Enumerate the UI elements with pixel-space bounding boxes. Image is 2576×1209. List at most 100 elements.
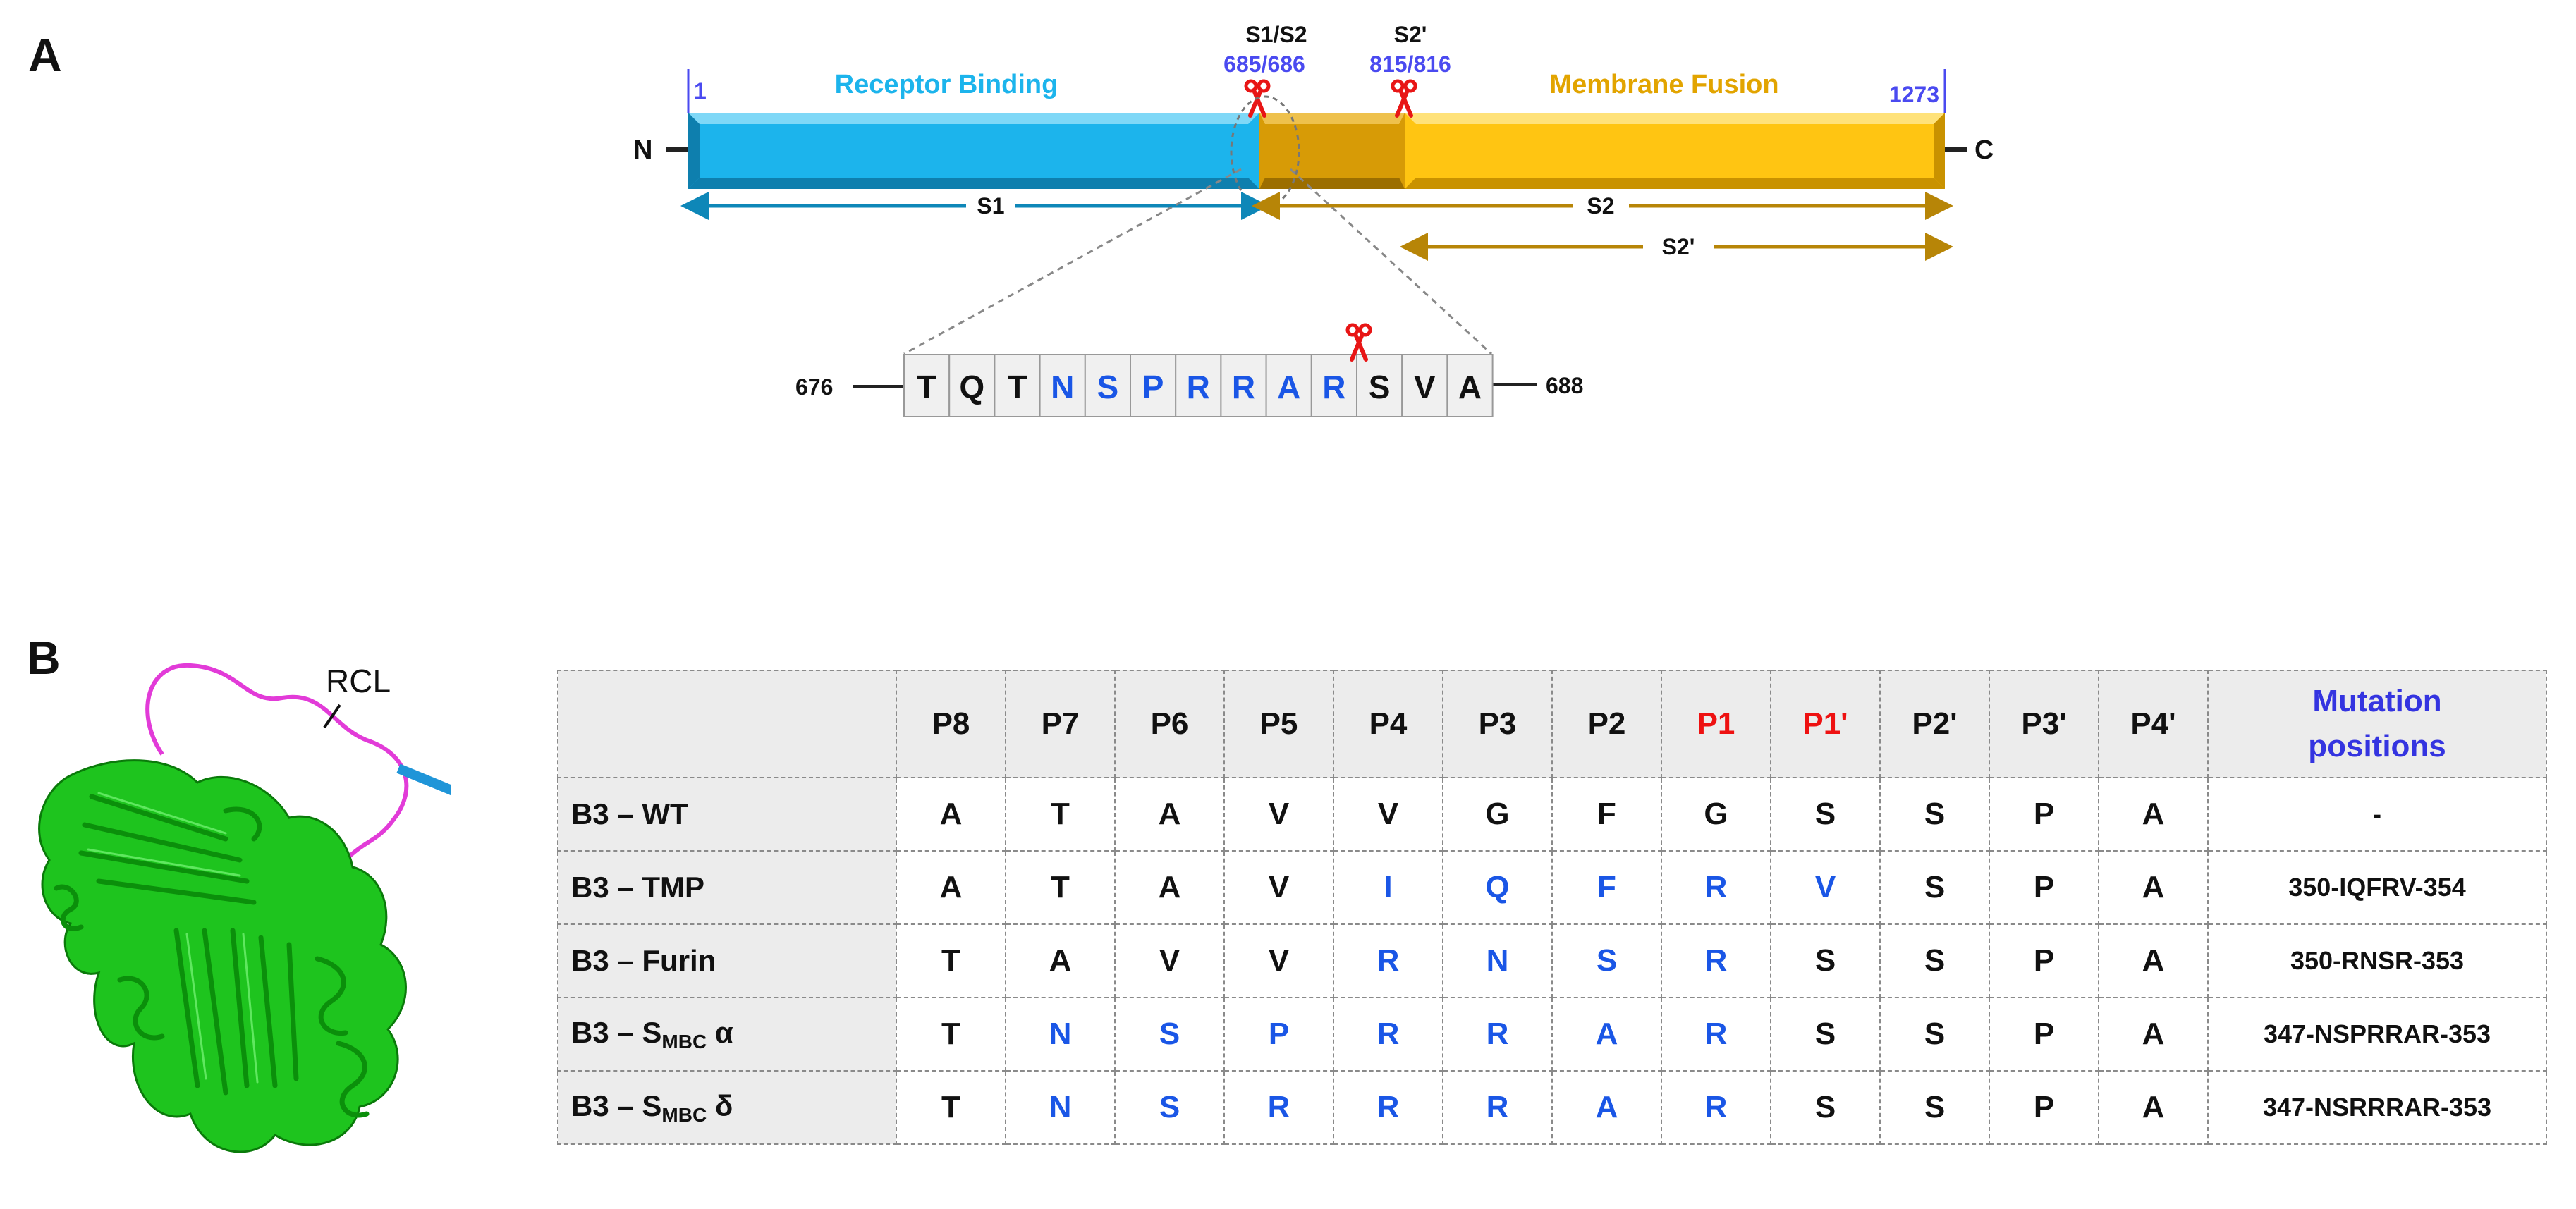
residue-cell: R <box>1442 997 1553 1072</box>
s2p-position: 815/816 <box>1369 51 1451 77</box>
sequence-box <box>994 354 1041 417</box>
mutation-position-cell: 350-IQFRV-354 <box>2207 850 2547 925</box>
row-label: B3 – TMP <box>557 850 897 925</box>
sequence-box <box>903 354 951 417</box>
header-corner <box>557 670 897 778</box>
row-label: B3 – SMBC δ <box>557 1070 897 1145</box>
residue-cell: A <box>2098 777 2209 852</box>
sequence-box <box>1039 354 1086 417</box>
s1s2-position: 685/686 <box>1223 51 1305 77</box>
s2-arrow-label: S2 <box>1587 193 1614 219</box>
s2p-scissors-icon <box>1393 81 1415 116</box>
row-label-suffix: δ <box>707 1088 733 1122</box>
residue-cell: S <box>1551 923 1662 998</box>
mutation-position-cell: - <box>2207 777 2547 852</box>
header-position: P2 <box>1551 670 1662 778</box>
residue-cell: S <box>1879 777 1990 852</box>
sequence-residue: R <box>1187 369 1210 405</box>
residue-cell: S <box>1879 1070 1990 1145</box>
residue-cell: A <box>1551 997 1662 1072</box>
sequence-residue: R <box>1322 369 1345 405</box>
sequence-residue: S <box>1097 369 1119 405</box>
protein-structure-image: RCL <box>38 663 451 1153</box>
row-label: B3 – WT <box>557 777 897 852</box>
zoom-ellipse <box>1230 95 1300 208</box>
receptor-binding-label: Receptor Binding <box>835 70 1058 99</box>
sequence-residue: A <box>1458 369 1482 405</box>
residue-cell: S <box>1114 1070 1225 1145</box>
row-label-text: B3 – WT <box>571 797 688 830</box>
rcl-loop <box>145 663 409 868</box>
residue-cell: V <box>1223 923 1334 998</box>
sequence-residue: Q <box>959 369 984 405</box>
table-body: B3 – WT A T A V V G F G S S P A - B3 – TMP A T A V I Q F R V S P A… <box>557 777 2547 1145</box>
residue-cell: V <box>1223 777 1334 852</box>
receptor-binding-bevel <box>688 113 1259 124</box>
s2p-label: S2' <box>1394 22 1427 47</box>
sequence-residue: T <box>917 369 936 405</box>
mutation-position-cell: 347-NSRRRAR-353 <box>2207 1070 2547 1145</box>
sequence-residue: P <box>1142 369 1164 405</box>
residue-cell: V <box>1223 850 1334 925</box>
residue-cell: S <box>1879 997 1990 1072</box>
residue-cell: I <box>1333 850 1443 925</box>
residue-cell: R <box>1661 997 1771 1072</box>
residue-cell: R <box>1661 923 1771 998</box>
sequence-residue: V <box>1414 369 1436 405</box>
membrane-fusion-label: Membrane Fusion <box>1549 70 1778 99</box>
residue-cell: R <box>1333 923 1443 998</box>
residue-cell: R <box>1333 1070 1443 1145</box>
residue-cell: S <box>1879 923 1990 998</box>
residue-cell: V <box>1114 923 1225 998</box>
residue-cell: T <box>1005 777 1116 852</box>
header-position: P3 <box>1442 670 1553 778</box>
sequence-residue: A <box>1277 369 1300 405</box>
row-label-subscript: MBC <box>661 1103 707 1126</box>
table-row: B3 – TMP A T A V I Q F R V S P A 350-IQFRV-354 <box>557 850 2547 925</box>
residue-cell: A <box>1114 777 1225 852</box>
row-label-subscript: MBC <box>661 1030 707 1052</box>
panel-a-label: A <box>28 29 62 81</box>
header-position: P1' <box>1770 670 1881 778</box>
header-position: P4' <box>2098 670 2209 778</box>
end-position: 1273 <box>1889 82 1939 107</box>
sequence-residue: R <box>1232 369 1255 405</box>
residue-cell: A <box>2098 997 2209 1072</box>
table-row: B3 – SMBC δ T N S R R R A R S S P A 347-NSRRRAR-353 <box>557 1070 2547 1145</box>
pointer-arrow <box>396 763 451 796</box>
row-label-suffix: α <box>707 1015 733 1049</box>
residue-cell: S <box>1770 923 1881 998</box>
header-mutation-line2: positions <box>2308 729 2446 763</box>
header-position: P5 <box>1223 670 1334 778</box>
residue-cell: V <box>1770 850 1881 925</box>
mutation-position-cell: 350-RNSR-353 <box>2207 923 2547 998</box>
header-position: P4 <box>1333 670 1443 778</box>
residue-cell: S <box>1770 1070 1881 1145</box>
residue-cell: N <box>1442 923 1553 998</box>
sequence-residue: S <box>1369 369 1391 405</box>
residue-cell: V <box>1333 777 1443 852</box>
residue-cell: S <box>1770 997 1881 1072</box>
residue-cell: P <box>1989 777 2099 852</box>
sequence-residue: T <box>1007 369 1027 405</box>
residue-cell: S <box>1114 997 1225 1072</box>
panel-b-label: B <box>27 632 61 684</box>
residue-cell: Q <box>1442 850 1553 925</box>
row-label-text: B3 – S <box>571 1088 662 1122</box>
header-mutation-positions: Mutation positions <box>2207 670 2547 778</box>
s1s2-label: S1/S2 <box>1245 22 1307 47</box>
residue-cell: P <box>1989 997 2099 1072</box>
rcl-label: RCL <box>326 663 391 699</box>
n-terminus-label: N <box>633 135 652 165</box>
residue-cell: A <box>2098 1070 2209 1145</box>
header-position: P7 <box>1005 670 1116 778</box>
mutation-table: P8 P7 P6 P5 P4 P3 P2 P1 P1' P2' P3' P4' Mutation posi… <box>557 670 2547 1145</box>
residue-cell: N <box>1005 1070 1116 1145</box>
header-position: P8 <box>896 670 1006 778</box>
residue-cell: R <box>1223 1070 1334 1145</box>
residue-cell: T <box>1005 850 1116 925</box>
spike-domain-diagram: N C 1 1273 Receptor Binding Membrane Fus… <box>633 22 1994 417</box>
residue-cell: A <box>1551 1070 1662 1145</box>
table-row: B3 – Furin T A V V R N S R S S P A 350-RNSR-353 <box>557 923 2547 998</box>
